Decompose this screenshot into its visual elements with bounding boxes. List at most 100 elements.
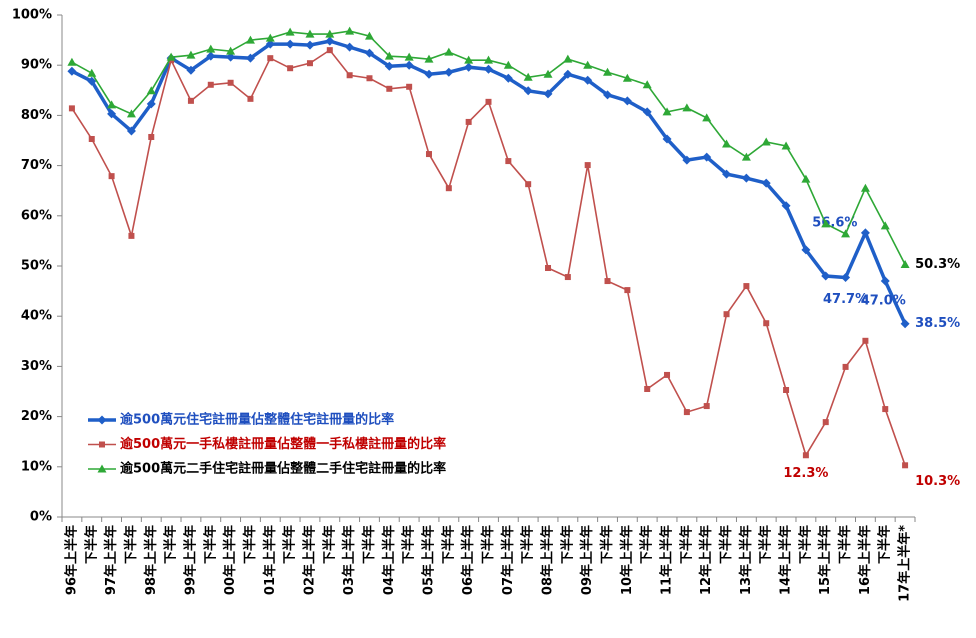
marker (346, 72, 353, 79)
marker (267, 55, 274, 62)
marker (425, 151, 432, 158)
x-tick-label: 下半年 (123, 525, 139, 564)
y-tick-label: 0% (30, 510, 52, 525)
marker (227, 79, 234, 86)
y-tick-label: 10% (21, 459, 52, 474)
marker (880, 276, 890, 286)
y-tick-label: 50% (21, 259, 52, 274)
marker (465, 118, 472, 125)
marker (404, 52, 414, 61)
x-tick-label: 13年上半年 (738, 525, 754, 595)
marker (583, 75, 593, 85)
marker (126, 126, 136, 136)
marker (822, 419, 829, 426)
x-tick-label: 下半年 (202, 525, 218, 564)
x-tick-label: 96年上半年 (63, 525, 79, 595)
marker (67, 66, 77, 76)
marker (880, 221, 890, 230)
y-tick-label: 30% (21, 359, 52, 374)
marker (622, 96, 632, 106)
marker (366, 75, 373, 82)
marker (505, 158, 512, 165)
marker (702, 152, 712, 162)
x-tick-label: 10年上半年 (619, 525, 635, 595)
marker (345, 42, 355, 52)
marker (247, 95, 254, 102)
x-tick-label: 下半年 (163, 525, 179, 564)
marker (406, 83, 413, 90)
marker (206, 44, 216, 53)
marker (664, 371, 671, 378)
legend-label: 逾500萬元二手住宅註冊量佔整體二手住宅註冊量的比率 (120, 461, 446, 477)
x-tick-label: 11年上半年 (659, 525, 675, 595)
marker (97, 464, 107, 473)
marker (722, 139, 732, 148)
marker (862, 337, 869, 344)
marker (545, 265, 552, 272)
y-tick-label: 60% (21, 208, 52, 223)
marker (662, 134, 672, 144)
marker (622, 73, 632, 82)
x-tick-label: 00年上半年 (222, 525, 238, 595)
x-tick-label: 下半年 (837, 525, 853, 564)
marker (900, 319, 910, 329)
marker (67, 57, 77, 66)
y-tick-label: 80% (21, 108, 52, 123)
marker (624, 287, 631, 294)
marker (107, 109, 117, 119)
marker (781, 201, 791, 211)
x-tick-label: 09年上半年 (579, 525, 595, 595)
marker (404, 60, 414, 70)
y-tick-label: 70% (21, 158, 52, 173)
marker (603, 90, 613, 100)
marker (604, 278, 611, 285)
x-tick-label: 下半年 (361, 525, 377, 564)
x-tick-label: 08年上半年 (540, 525, 556, 595)
value-label: 47.7% (823, 292, 868, 307)
marker (743, 283, 750, 290)
x-tick-label: 98年上半年 (143, 525, 159, 595)
marker (285, 39, 295, 49)
marker (166, 52, 176, 61)
marker (563, 69, 573, 79)
x-tick-label: 02年上半年 (301, 525, 317, 595)
value-label: 50.3% (915, 257, 960, 272)
x-tick-label: 下半年 (639, 525, 655, 564)
marker (464, 62, 474, 72)
x-tick-label: 下半年 (877, 525, 893, 564)
marker (682, 155, 692, 165)
marker (543, 69, 553, 78)
x-tick-label: 15年上半年 (817, 525, 833, 595)
marker (682, 103, 692, 112)
marker (444, 47, 454, 56)
marker (642, 107, 652, 117)
marker (287, 65, 294, 72)
marker (900, 259, 910, 268)
x-tick-label: 下半年 (321, 525, 337, 564)
marker (326, 47, 333, 54)
x-tick-label: 下半年 (242, 525, 258, 564)
marker (306, 60, 313, 67)
x-tick-label: 下半年 (678, 525, 694, 564)
marker (325, 29, 335, 38)
marker (484, 64, 493, 74)
marker (97, 415, 107, 425)
marker (146, 86, 156, 95)
marker (424, 69, 434, 79)
marker (741, 152, 751, 161)
marker (226, 52, 236, 62)
marker (683, 409, 690, 416)
series-line (71, 39, 907, 325)
marker (662, 107, 672, 116)
marker (525, 181, 532, 188)
marker (485, 98, 492, 105)
marker (464, 55, 474, 64)
marker (842, 363, 849, 370)
series-line (71, 49, 906, 466)
marker (424, 54, 434, 63)
marker (245, 53, 255, 63)
marker (761, 178, 771, 188)
x-tick-label: 05年上半年 (420, 525, 436, 595)
marker (68, 105, 75, 112)
